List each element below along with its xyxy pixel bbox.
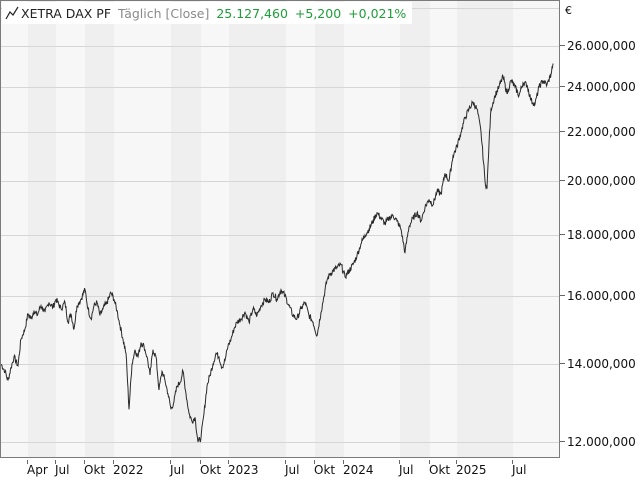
x-tick-mark bbox=[200, 460, 201, 464]
x-tick-label: Jul bbox=[55, 463, 70, 477]
y-tick-mark bbox=[560, 131, 565, 132]
x-tick-mark bbox=[84, 460, 85, 464]
price-change-percent: +0,021% bbox=[348, 5, 407, 21]
y-tick-mark bbox=[560, 295, 565, 296]
grid-line bbox=[1, 181, 559, 182]
x-tick-label: 2024 bbox=[343, 463, 374, 477]
last-price: 25.127,460 bbox=[216, 5, 288, 21]
period-band bbox=[171, 1, 201, 457]
period-band bbox=[457, 1, 513, 457]
grid-line bbox=[1, 132, 559, 133]
x-tick-mark bbox=[27, 460, 28, 464]
grid-line bbox=[1, 364, 559, 365]
price-change: +5,200 bbox=[294, 5, 342, 21]
line-chart-icon bbox=[5, 6, 19, 20]
x-tick-mark bbox=[512, 460, 513, 464]
x-tick-mark bbox=[456, 460, 457, 464]
y-tick-mark bbox=[560, 180, 565, 181]
x-tick-mark bbox=[429, 460, 430, 464]
chart-legend: XETRA DAX PF Täglich [Close] 25.127,460 … bbox=[2, 2, 413, 24]
y-tick-mark bbox=[560, 441, 565, 442]
grid-line bbox=[1, 442, 559, 443]
grid-line bbox=[1, 296, 559, 297]
x-tick-mark bbox=[228, 460, 229, 464]
y-tick-label: 16.000,000 bbox=[567, 289, 636, 303]
y-tick-label: 20.000,000 bbox=[567, 174, 636, 188]
x-tick-label: Jul bbox=[399, 463, 414, 477]
x-tick-mark bbox=[314, 460, 315, 464]
x-tick-label: Okt bbox=[200, 463, 222, 477]
y-tick-mark bbox=[560, 45, 565, 46]
y-tick-mark bbox=[560, 86, 565, 87]
period-band bbox=[315, 1, 344, 457]
period-band bbox=[85, 1, 114, 457]
grid-line bbox=[1, 46, 559, 47]
x-tick-label: 2025 bbox=[456, 463, 487, 477]
y-tick-label: 26.000,000 bbox=[567, 39, 636, 53]
period-band bbox=[229, 1, 286, 457]
y-tick-label: 24.000,000 bbox=[567, 80, 636, 94]
grid-line bbox=[1, 235, 559, 236]
x-tick-label: Okt bbox=[429, 463, 451, 477]
x-tick-label: Jul bbox=[512, 463, 527, 477]
period-band bbox=[400, 1, 430, 457]
y-tick-mark bbox=[560, 363, 565, 364]
x-tick-mark bbox=[113, 460, 114, 464]
chart-plot-area[interactable]: XETRA DAX PF Täglich [Close] 25.127,460 … bbox=[0, 0, 560, 458]
period-band bbox=[28, 1, 56, 457]
y-tick-mark bbox=[560, 234, 565, 235]
x-tick-mark bbox=[285, 460, 286, 464]
instrument-name: XETRA DAX PF bbox=[21, 5, 112, 21]
x-tick-mark bbox=[55, 460, 56, 464]
x-tick-label: 2022 bbox=[113, 463, 144, 477]
currency-label: € bbox=[565, 4, 572, 17]
x-tick-mark bbox=[399, 460, 400, 464]
x-tick-label: Okt bbox=[314, 463, 336, 477]
x-tick-mark bbox=[343, 460, 344, 464]
x-tick-label: Jul bbox=[285, 463, 300, 477]
y-tick-label: 12.000,000 bbox=[567, 435, 636, 449]
x-tick-label: 2023 bbox=[228, 463, 259, 477]
y-tick-label: 14.000,000 bbox=[567, 357, 636, 371]
x-tick-label: Okt bbox=[84, 463, 106, 477]
y-tick-label: 22.000,000 bbox=[567, 125, 636, 139]
y-tick-label: 18.000,000 bbox=[567, 228, 636, 242]
interval-label: Täglich [Close] bbox=[118, 5, 210, 21]
x-tick-mark bbox=[170, 460, 171, 464]
x-tick-label: Jul bbox=[170, 463, 185, 477]
x-tick-label: Apr bbox=[27, 463, 48, 477]
price-line bbox=[1, 63, 554, 443]
grid-line bbox=[1, 87, 559, 88]
